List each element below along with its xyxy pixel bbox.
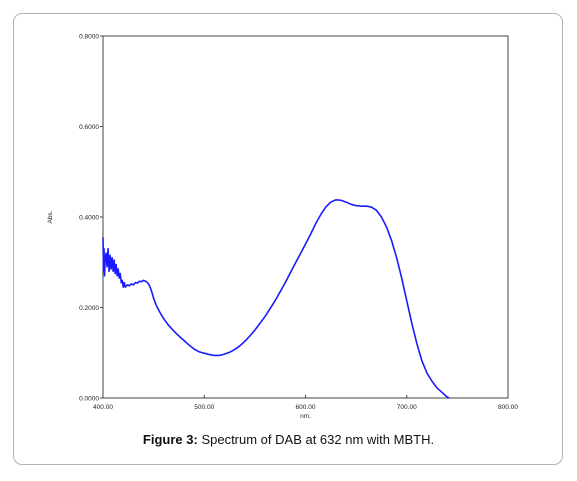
figure-label: Figure 3:: [142, 432, 198, 447]
y-tick-label: 0.2000: [79, 305, 99, 312]
y-tick-label: 0.6000: [79, 124, 99, 131]
y-axis-title: Abs.: [47, 210, 54, 223]
x-axis-title: nm.: [300, 413, 311, 420]
y-tick-label: 0.4000: [79, 215, 99, 222]
y-tick-label: 0.8000: [79, 34, 99, 41]
figure-caption-text: Spectrum of DAB at 632 nm with MBTH.: [197, 432, 435, 447]
plot-area: [102, 35, 509, 399]
x-tick-label: 700.00: [397, 404, 417, 411]
absorbance-series-line: [102, 199, 450, 399]
x-tick-label: 500.00: [194, 404, 214, 411]
x-tick-label: 600.00: [296, 404, 316, 411]
x-tick-label: 800.00: [498, 404, 518, 411]
figure-caption: Figure 3: Spectrum of DAB at 632 nm with…: [0, 432, 577, 447]
y-tick-label: 0.0000: [79, 396, 99, 403]
y-axis: 0.0000 0.2000 0.4000 0.6000 0.8000: [79, 34, 103, 403]
x-tick-label: 400.00: [93, 404, 113, 411]
